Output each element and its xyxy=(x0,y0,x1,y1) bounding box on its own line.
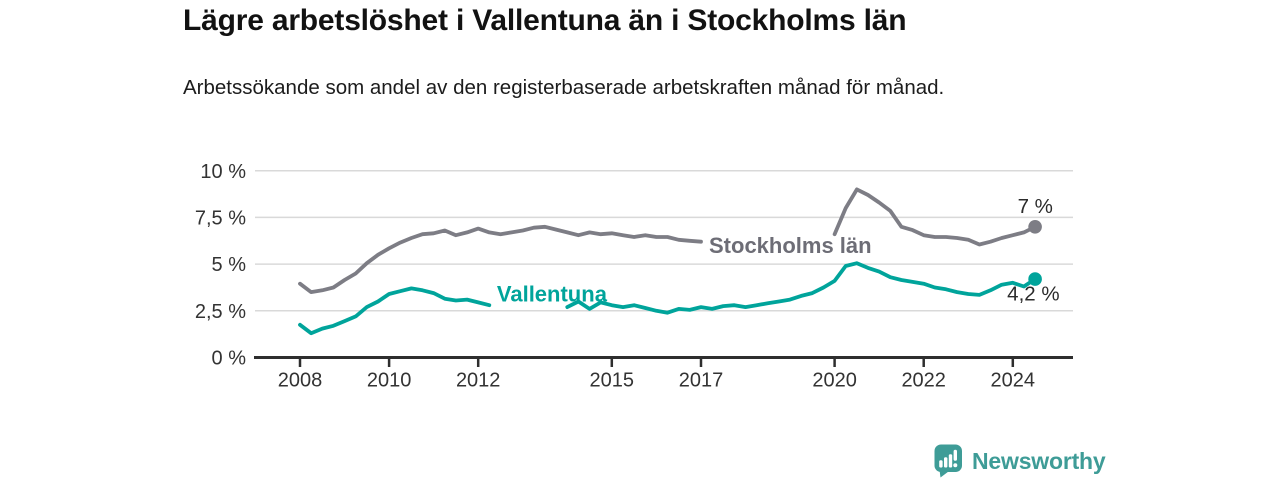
x-axis-tick-label: 2008 xyxy=(278,370,323,392)
newsworthy-wordmark: Newsworthy xyxy=(972,447,1106,474)
x-axis-tick-label: 2020 xyxy=(812,370,857,392)
y-axis-tick-label: 10 % xyxy=(200,161,246,183)
series-end-value-label-vallentuna: 4,2 % xyxy=(1007,283,1059,306)
y-axis-tick-label: 0 % xyxy=(212,348,247,370)
y-axis-tick-label: 2,5 % xyxy=(195,301,246,323)
x-axis-tick-label: 2022 xyxy=(901,370,946,392)
x-axis-tick-label: 2024 xyxy=(991,370,1036,392)
series-inline-label-stockholms-l-n: Stockholms län xyxy=(709,233,872,258)
chart-subtitle: Arbetssökande som andel av den registerb… xyxy=(183,76,945,99)
y-axis-tick-label: 5 % xyxy=(212,254,247,276)
series-end-dot-vallentuna xyxy=(1028,272,1042,286)
chart-title: Lägre arbetslöshet i Vallentuna än i Sto… xyxy=(183,4,907,37)
newsworthy-logo: Newsworthy xyxy=(933,444,1106,478)
series-inline-label-vallentuna: Vallentuna xyxy=(497,282,608,307)
x-axis-tick-label: 2010 xyxy=(367,370,412,392)
y-axis-tick-label: 7,5 % xyxy=(195,207,246,229)
series-end-dot-stockholms-l-n xyxy=(1028,220,1042,234)
x-axis-tick-label: 2015 xyxy=(590,370,635,392)
x-axis-tick-label: 2012 xyxy=(456,370,501,392)
series-line-stockholms-l-n xyxy=(298,187,1037,294)
x-axis-tick-label: 2017 xyxy=(679,370,724,392)
series-line-vallentuna xyxy=(298,261,1037,336)
newsworthy-bar-chart-icon xyxy=(934,444,962,478)
series-end-value-label-stockholms-l-n: 7 % xyxy=(1018,195,1053,218)
